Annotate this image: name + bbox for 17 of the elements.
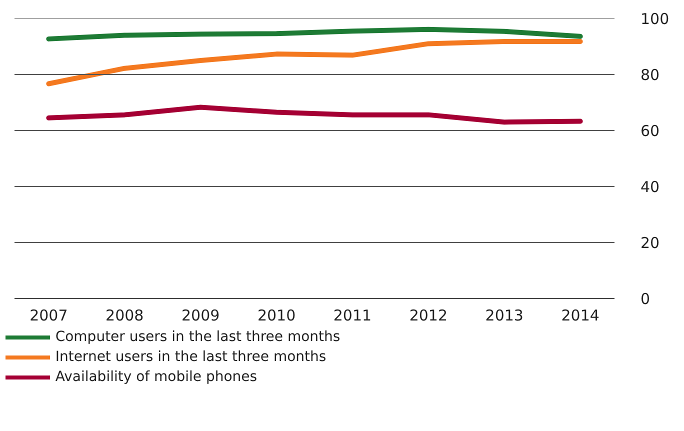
y-tick-label: 60 — [640, 122, 660, 140]
y-tick-label: 80 — [640, 66, 660, 84]
x-tick-label: 2011 — [333, 306, 372, 324]
x-tick-label: 2013 — [485, 306, 524, 324]
y-tick-label: 20 — [640, 234, 660, 252]
legend-label: Availability of mobile phones — [55, 368, 258, 387]
x-tick-label: 2007 — [30, 306, 68, 324]
y-tick-label: 40 — [640, 178, 660, 196]
x-tick-label: 2014 — [561, 306, 600, 324]
x-tick-label: 2008 — [106, 306, 144, 324]
x-tick-label: 2012 — [409, 306, 448, 324]
y-tick-label: 0 — [640, 290, 650, 308]
x-tick-label: 2010 — [257, 306, 296, 324]
legend-label: Internet users in the last three months — [55, 348, 326, 367]
y-tick-label: 100 — [640, 10, 670, 28]
legend-label: Computer users in the last three months — [55, 328, 340, 347]
x-tick-label: 2009 — [181, 306, 220, 324]
